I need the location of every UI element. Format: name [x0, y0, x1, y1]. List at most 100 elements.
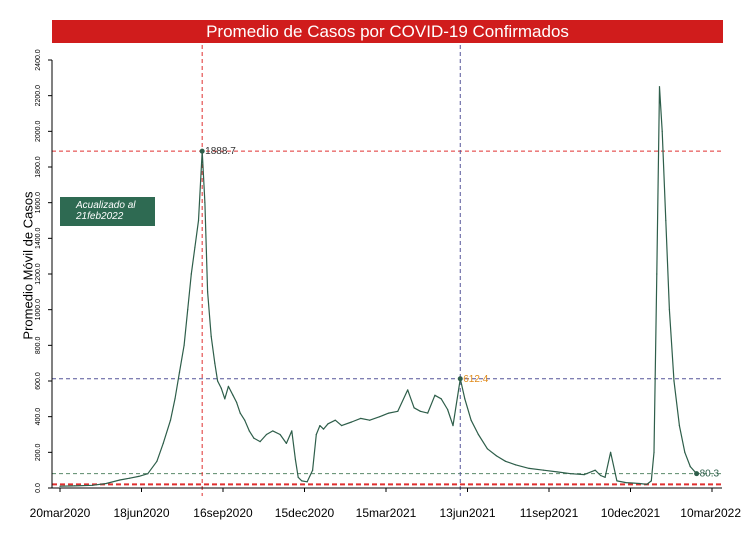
data-point-31	[248, 430, 250, 432]
data-point-43	[312, 469, 314, 471]
data-point-69	[495, 455, 498, 457]
data-point-82	[625, 482, 627, 484]
data-point-3	[105, 482, 107, 485]
annotation-label-1: 612.4	[463, 374, 488, 385]
data-point-1	[73, 485, 76, 487]
data-point-46	[322, 428, 325, 430]
data-point-11	[174, 398, 176, 400]
data-point-51	[360, 417, 362, 420]
data-point-25	[224, 398, 226, 400]
data-point-94	[684, 451, 686, 453]
data-point-30	[244, 419, 246, 421]
data-point-89	[661, 130, 663, 132]
data-point-40	[297, 476, 299, 478]
data-point-50	[350, 421, 353, 423]
y-tick-label-4: 800.0	[35, 336, 42, 354]
data-point-14	[187, 309, 189, 311]
data-point-72	[528, 467, 530, 469]
data-point-80	[609, 451, 612, 453]
data-point-10	[169, 419, 172, 421]
data-point-20	[207, 291, 209, 293]
chart-title: Promedio de Casos por COVID-19 Confirmad…	[52, 20, 723, 43]
y-tick-label-11: 2200.0	[35, 85, 42, 107]
data-point-28	[235, 401, 238, 403]
data-point-68	[486, 448, 489, 450]
data-point-48	[334, 419, 336, 421]
data-point-56	[407, 389, 409, 391]
update-note-line2: 21feb2022	[76, 211, 124, 222]
data-point-67	[477, 433, 479, 436]
data-point-87	[656, 273, 658, 275]
data-point-91	[668, 309, 671, 311]
annotation-label-2: 80.3	[700, 469, 720, 480]
y-tick-label-0: 0.0	[35, 483, 42, 493]
y-tick-label-5: 1000.0	[35, 299, 42, 321]
series-line-0	[59, 86, 698, 487]
data-point-2	[92, 484, 94, 486]
reference-lines	[52, 45, 722, 496]
data-point-60	[434, 394, 436, 396]
data-point-26	[227, 385, 230, 387]
x-tick-label-8: 10mar2022	[680, 506, 741, 520]
x-tick-label-2: 16sep2020	[193, 506, 253, 520]
x-tick-label-0: 20mar2020	[30, 506, 91, 520]
data-point-36	[279, 433, 281, 436]
data-point-35	[272, 430, 274, 432]
data-point-0	[59, 485, 61, 487]
annotation-label-0: 1888.7	[205, 146, 236, 157]
x-tick-label-1: 18jun2020	[113, 506, 169, 520]
data-point-77	[594, 469, 596, 471]
data-point-12	[178, 371, 181, 373]
data-point-76	[583, 474, 585, 476]
data-point-29	[239, 412, 241, 414]
data-point-54	[388, 412, 390, 414]
data-point-38	[291, 430, 293, 432]
data-point-61	[440, 398, 442, 400]
data-point-5	[129, 477, 131, 479]
data-point-58	[419, 410, 422, 412]
data-point-85	[650, 480, 652, 482]
data-point-47	[327, 423, 329, 425]
data-point-52	[369, 419, 371, 421]
data-point-16	[194, 246, 196, 248]
annotation-marker-1	[457, 376, 463, 382]
data-point-75	[570, 473, 572, 475]
y-axis: 0.0 200.0 400.0 600.0 800.0 1000.0 1200.0 1400.…	[35, 49, 53, 493]
update-note: Acualizado al 21feb2022	[60, 197, 155, 226]
y-tick-label-1: 200.0	[35, 443, 42, 461]
x-tick-label-6: 11sep2021	[520, 506, 579, 520]
data-point-33	[259, 441, 261, 443]
update-note-line1: Acualizado al	[76, 200, 136, 211]
data-point-37	[285, 442, 287, 445]
y-tick-label-7: 1400.0	[35, 228, 42, 250]
annotations: 1888.7 612.4 80.3	[199, 146, 720, 480]
data-point-84	[646, 483, 648, 486]
data-point-24	[220, 387, 222, 389]
data-point-95	[689, 466, 691, 468]
data-point-8	[156, 460, 158, 462]
y-tick-label-2: 400.0	[35, 408, 42, 426]
data-point-45	[319, 424, 321, 427]
y-tick-label-12: 2400.0	[35, 49, 42, 71]
data-point-27	[232, 394, 234, 396]
data-point-63	[452, 424, 454, 427]
data-point-73	[542, 469, 545, 471]
data-point-53	[379, 416, 381, 418]
data-point-78	[600, 474, 602, 477]
data-point-42	[306, 481, 308, 483]
x-axis: 20mar2020 18jun2020 16sep2020 15dec2020 15ma…	[30, 487, 741, 520]
data-point-13	[183, 344, 185, 346]
data-point-32	[253, 437, 255, 439]
data-point-17	[197, 219, 200, 222]
series-layer	[59, 86, 698, 487]
y-tick-label-6: 1200.0	[35, 263, 42, 285]
data-point-93	[678, 424, 681, 427]
data-point-39	[294, 458, 297, 461]
data-point-62	[446, 408, 449, 411]
data-point-44	[315, 433, 317, 436]
data-point-57	[413, 407, 415, 409]
data-point-70	[504, 460, 507, 462]
data-point-7	[147, 473, 149, 475]
y-tick-label-3: 600.0	[35, 372, 42, 390]
